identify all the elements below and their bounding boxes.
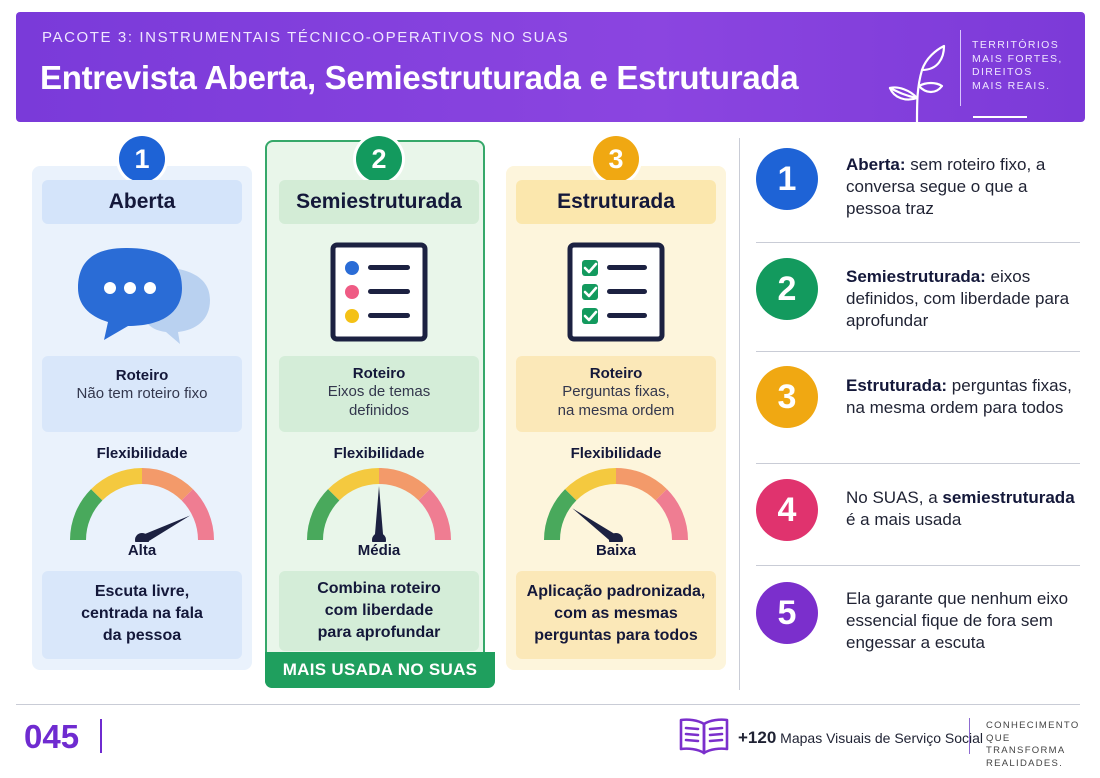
gauge-needle: [572, 508, 619, 542]
gauge-segment: [141, 468, 193, 501]
summary-number-2: 2: [756, 258, 818, 320]
summary-text-4: No SUAS, a semiestruturada é a mais usad…: [846, 488, 1075, 529]
header-divider: [960, 30, 961, 106]
flex-value-aberta: Alta: [127, 542, 157, 559]
gauge-segment: [328, 468, 380, 501]
gauge-segment: [418, 489, 451, 541]
summary-item-3: 3 Estruturada: perguntas fixas, na mesma…: [756, 366, 1080, 476]
gauge-segment: [615, 468, 667, 501]
summary-item-1: 1 Aberta: sem roteiro fixo, a conversa s…: [756, 148, 1080, 258]
gauge-segment: [70, 489, 103, 541]
flex-label-semiestruturada: Flexibilidade: [333, 445, 425, 462]
chat-bubbles-icon: [78, 248, 210, 344]
flex-value-estruturada: Baixa: [595, 542, 637, 559]
flexibility-gauge-estruturada: [544, 468, 688, 542]
flex-value-semiestruturada: Média: [357, 542, 401, 559]
header-banner: PACOTE 3: INSTRUMENTAIS TÉCNICO-OPERATIV…: [16, 12, 1085, 124]
roteiro-box-aberta: Roteiro Não tem roteiro fixo: [42, 356, 242, 432]
summary-box-semiestruturada: Combina roteiro com liberdade para aprof…: [279, 571, 479, 651]
gauge-segment: [544, 489, 577, 541]
page-title: Entrevista Aberta, Semiestruturada e Est…: [40, 59, 799, 96]
summary-number-4: 4: [756, 479, 818, 541]
list-separator: [756, 463, 1080, 464]
column-title-aberta: Aberta: [42, 180, 242, 224]
footer-tagline: CONHECIMENTO QUE TRANSFORMA REALIDADES.: [986, 720, 1080, 769]
flexibility-gauge-semiestruturada: [307, 468, 451, 542]
gauge-hub: [372, 533, 386, 542]
summary-number-1: 1: [756, 148, 818, 210]
open-book-icon: [679, 718, 729, 755]
gauge-segment: [655, 489, 688, 541]
roteiro-box-estruturada: Roteiro Perguntas fixas, na mesma ordem: [516, 356, 716, 432]
column-number-3: 3: [593, 136, 639, 182]
footer-brand: +120 Mapas Visuais de Serviço Social: [738, 728, 984, 747]
gauge-needle: [374, 486, 384, 540]
summary-text-3: Estruturada: perguntas fixas, na mesma o…: [846, 376, 1072, 417]
column-title-estruturada: Estruturada: [516, 180, 716, 224]
summary-box-aberta: Escuta livre, centrada na fala da pessoa: [42, 571, 242, 659]
gauge-needle: [139, 515, 191, 542]
flex-label-estruturada: Flexibilidade: [570, 445, 662, 462]
page-number-bar: [100, 719, 102, 753]
gauge-segment: [378, 468, 430, 501]
list-separator: [756, 351, 1080, 352]
summary-item-2: 2 Semiestruturada: eixos definidos, com …: [756, 258, 1080, 368]
page-number: 045: [24, 718, 80, 755]
header-tagline: TERRITÓRIOS MAIS FORTES, DIREITOS MAIS R…: [972, 39, 1063, 92]
summary-text-1: Aberta: sem roteiro fixo, a conversa seg…: [846, 155, 1046, 218]
topic-list-icon: [330, 242, 428, 342]
tagline-underline: [973, 116, 1027, 118]
summary-text-2: Semiestruturada: eixos definidos, com li…: [846, 267, 1070, 330]
most-used-badge: MAIS USADA NO SUAS: [265, 652, 495, 688]
summary-item-5: 5 Ela garante que nenhum eixo essencial …: [756, 582, 1080, 692]
gauge-segment: [565, 468, 617, 501]
gauge-hub: [135, 533, 149, 542]
gauge-segment: [181, 489, 214, 541]
gauge-hub: [609, 533, 623, 542]
summary-number-5: 5: [756, 582, 818, 644]
column-title-semiestruturada: Semiestruturada: [279, 180, 479, 224]
gauge-segment: [91, 468, 143, 501]
column-number-1: 1: [119, 136, 165, 182]
vertical-divider: [739, 138, 740, 690]
summary-box-estruturada: Aplicação padronizada, com as mesmas per…: [516, 571, 716, 659]
flexibility-gauge-aberta: [70, 468, 214, 542]
list-separator: [756, 565, 1080, 566]
footer-divider-line: [16, 704, 1080, 705]
checklist-icon: [567, 242, 665, 342]
footer-divider: [969, 718, 970, 754]
summary-number-3: 3: [756, 366, 818, 428]
header-kicker: PACOTE 3: INSTRUMENTAIS TÉCNICO-OPERATIV…: [42, 29, 570, 46]
flex-label-aberta: Flexibilidade: [96, 445, 188, 462]
leaf-sprout-icon: [888, 44, 946, 124]
summary-text-5: Ela garante que nenhum eixo essencial fi…: [846, 589, 1069, 652]
list-separator: [756, 242, 1080, 243]
roteiro-box-semiestruturada: Roteiro Eixos de temas definidos: [279, 356, 479, 432]
column-number-2: 2: [356, 136, 402, 182]
gauge-segment: [307, 489, 340, 541]
summary-item-4: 4 No SUAS, a semiestruturada é a mais us…: [756, 479, 1080, 589]
